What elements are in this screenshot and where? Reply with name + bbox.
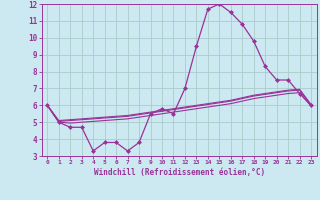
X-axis label: Windchill (Refroidissement éolien,°C): Windchill (Refroidissement éolien,°C) <box>94 168 265 177</box>
